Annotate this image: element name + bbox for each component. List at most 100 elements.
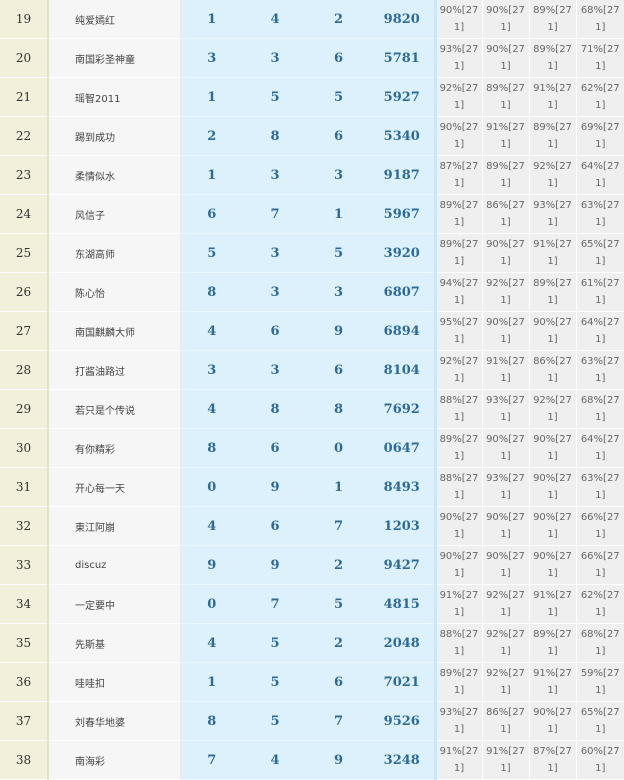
digit-2: 3 (243, 38, 307, 78)
digit-2: 4 (243, 0, 307, 39)
percent-value: 89%[271] (533, 278, 572, 306)
percent-value: 92%[271] (439, 356, 479, 384)
user-name[interactable]: 南国麒麟大师 (48, 311, 181, 351)
digit-1: 3 (180, 38, 243, 78)
digit-2: 9 (243, 545, 307, 585)
percent-cell: 91%[271] (481, 740, 529, 780)
percent-value: 93%[271] (439, 707, 479, 735)
table-row: 37 刘春华地婆 8 5 7 9526 93%[271] 86%[271] 90%[271] 65… (0, 701, 624, 741)
user-name[interactable]: discuz (48, 545, 181, 585)
digit-3: 7 (307, 701, 370, 741)
code-number: 3920 (370, 233, 437, 273)
user-name[interactable]: 若只是个传说 (48, 389, 181, 429)
percent-cell: 91%[271] (481, 116, 529, 156)
percent-value: 92%[271] (439, 83, 479, 111)
percent-cell: 94%[271] (434, 272, 482, 312)
user-name[interactable]: 刘春华地婆 (48, 701, 181, 741)
digit-1: 0 (180, 467, 243, 507)
percent-value: 93%[271] (439, 44, 479, 72)
digit-1: 8 (180, 701, 243, 741)
percent-value: 90%[271] (533, 512, 572, 540)
digit-1: 6 (180, 194, 243, 234)
user-name[interactable]: 开心每一天 (48, 467, 181, 507)
digit-2: 5 (243, 623, 307, 663)
percent-cell: 68%[271] (575, 389, 624, 429)
user-name[interactable]: 踢到成功 (48, 116, 181, 156)
percent-cell: 90%[271] (481, 545, 529, 585)
percent-cell: 93%[271] (434, 38, 482, 78)
user-name[interactable]: 東江阿崩 (48, 506, 181, 546)
percent-cell: 90%[271] (481, 311, 529, 351)
table-row: 27 南国麒麟大师 4 6 9 6894 95%[271] 90%[271] 90%[271] 6… (0, 311, 624, 351)
digit-1: 8 (180, 428, 243, 468)
percent-cell: 90%[271] (528, 506, 576, 546)
rank-cell: 37 (0, 701, 49, 741)
user-name[interactable]: 有你精彩 (48, 428, 181, 468)
code-number: 4815 (370, 584, 437, 624)
percent-cell: 90%[271] (481, 233, 529, 273)
table-row: 38 南海彩 7 4 9 3248 91%[271] 91%[271] 87%[271] 60%[… (0, 740, 624, 780)
digit-2: 5 (243, 662, 307, 702)
percent-cell: 60%[271] (575, 740, 624, 780)
user-name[interactable]: 哇哇扣 (48, 662, 181, 702)
digit-1: 7 (180, 740, 243, 780)
code-number: 9820 (370, 0, 437, 39)
user-name[interactable]: 南国彩圣神童 (48, 38, 181, 78)
percent-value: 95%[271] (439, 317, 479, 345)
table-row: 35 先斯基 4 5 2 2048 88%[271] 92%[271] 89%[271] 68%[… (0, 623, 624, 663)
percent-value: 92%[271] (533, 395, 572, 423)
percent-cell: 64%[271] (575, 428, 624, 468)
digit-1: 1 (180, 0, 243, 39)
user-name[interactable]: 南海彩 (48, 740, 181, 780)
digit-3: 5 (307, 584, 370, 624)
percent-cell: 64%[271] (575, 311, 624, 351)
user-name[interactable]: 打酱油路过 (48, 350, 181, 390)
percent-value: 90%[271] (486, 5, 525, 33)
percent-value: 89%[271] (486, 83, 525, 111)
user-name[interactable]: 柔情似水 (48, 155, 181, 195)
code-number: 6807 (370, 272, 437, 312)
code-number: 9187 (370, 155, 437, 195)
digit-1: 2 (180, 116, 243, 156)
percent-cell: 87%[271] (528, 740, 576, 780)
percent-cell: 92%[271] (481, 272, 529, 312)
percent-value: 63%[271] (580, 200, 620, 228)
user-name[interactable]: 陈心怡 (48, 272, 181, 312)
user-name[interactable]: 瑶智2011 (48, 77, 181, 117)
digit-2: 6 (243, 428, 307, 468)
user-name[interactable]: 一定要中 (48, 584, 181, 624)
code-number: 1203 (370, 506, 437, 546)
digit-3: 0 (307, 428, 370, 468)
percent-cell: 95%[271] (434, 311, 482, 351)
percent-value: 91%[271] (486, 746, 525, 774)
percent-value: 65%[271] (580, 707, 620, 735)
percent-value: 90%[271] (533, 473, 572, 501)
digit-3: 2 (307, 0, 370, 39)
digit-1: 4 (180, 623, 243, 663)
digit-1: 8 (180, 272, 243, 312)
table-row: 19 纯爱嫣红 1 4 2 9820 90%[271] 90%[271] 89%[271] 68%… (0, 0, 624, 39)
user-name[interactable]: 先斯基 (48, 623, 181, 663)
user-name[interactable]: 东湖高师 (48, 233, 181, 273)
table-row: 26 陈心怡 8 3 3 6807 94%[271] 92%[271] 89%[271] 61%[… (0, 272, 624, 312)
digit-1: 1 (180, 662, 243, 702)
percent-cell: 92%[271] (434, 77, 482, 117)
user-name[interactable]: 纯爱嫣红 (48, 0, 181, 39)
percent-value: 88%[271] (439, 473, 479, 501)
percent-value: 89%[271] (439, 434, 479, 462)
percent-cell: 89%[271] (481, 155, 529, 195)
percent-cell: 90%[271] (528, 311, 576, 351)
percent-cell: 89%[271] (528, 272, 576, 312)
table-row: 36 哇哇扣 1 5 6 7021 89%[271] 92%[271] 91%[271] 59%[… (0, 662, 624, 702)
user-name[interactable]: 风信子 (48, 194, 181, 234)
digit-1: 1 (180, 155, 243, 195)
percent-value: 64%[271] (580, 161, 620, 189)
percent-value: 93%[271] (486, 473, 525, 501)
percent-value: 87%[271] (533, 746, 572, 774)
percent-value: 90%[271] (486, 434, 525, 462)
rank-cell: 38 (0, 740, 49, 780)
code-number: 2048 (370, 623, 437, 663)
percent-value: 91%[271] (439, 746, 479, 774)
